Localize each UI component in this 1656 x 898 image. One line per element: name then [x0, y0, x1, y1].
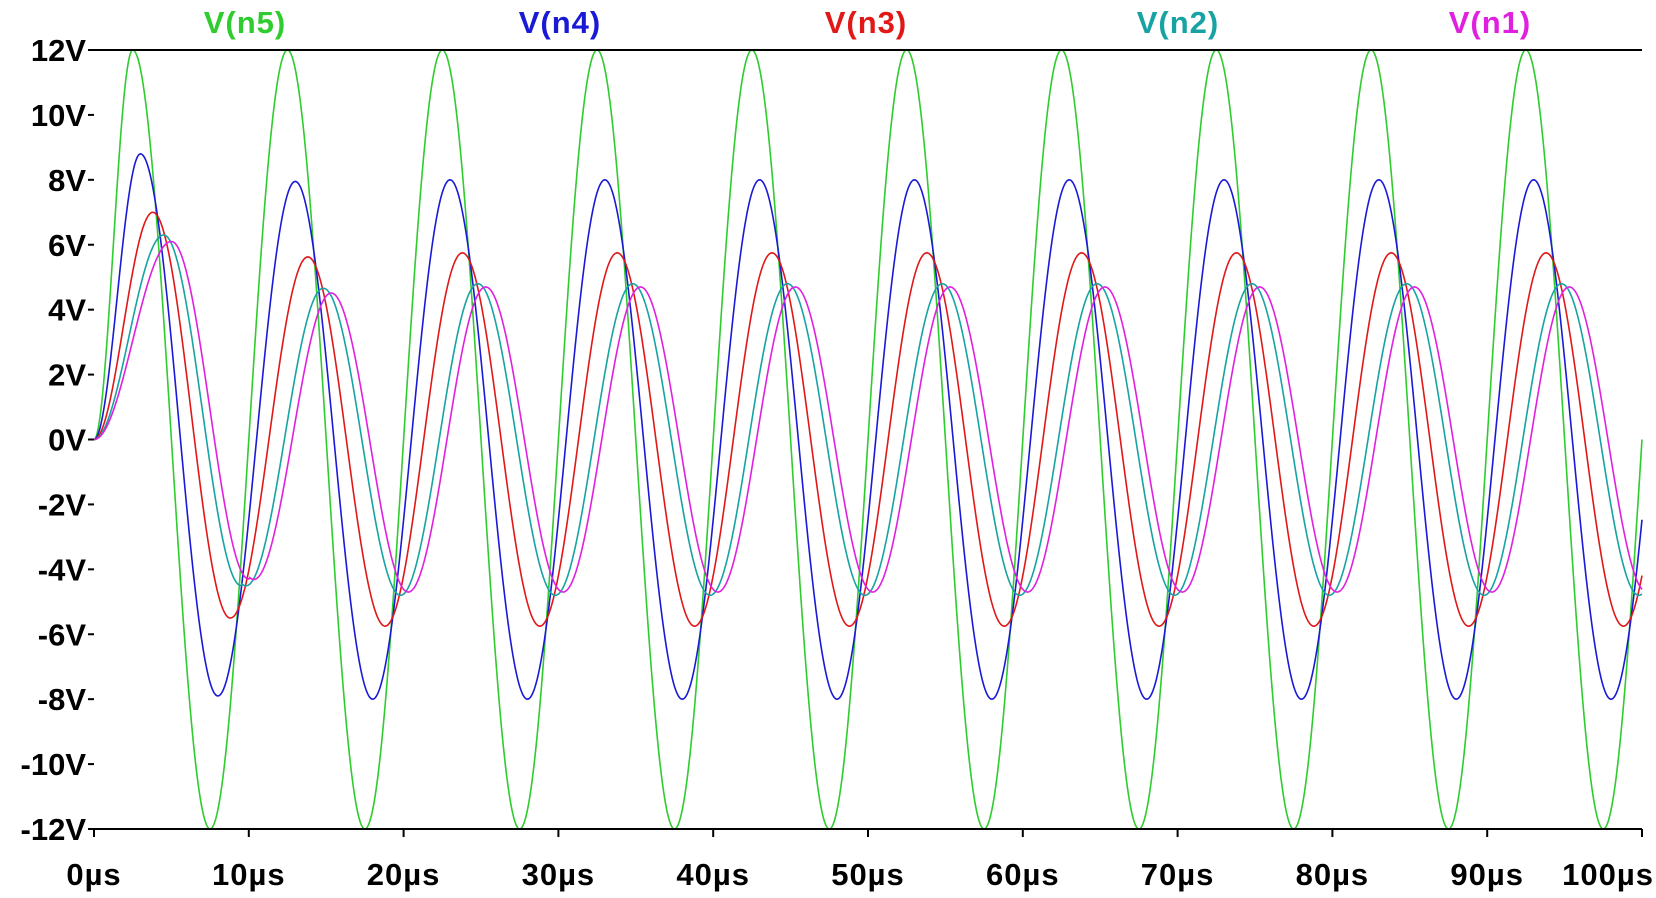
y-tick-label: -12V: [21, 812, 87, 847]
legend-entry: V(n1): [1449, 5, 1532, 40]
trace-vn2: [93, 234, 1643, 597]
y-tick-label: 4V: [48, 293, 86, 328]
y-tick-label: -4V: [38, 552, 87, 587]
y-tick-label: 8V: [48, 163, 86, 198]
x-tick-label: 30µs: [522, 857, 596, 892]
x-tick-label: 70µs: [1141, 857, 1215, 892]
y-tick-label: 12V: [31, 33, 86, 68]
x-tick-label: 60µs: [986, 857, 1060, 892]
y-tick-label: 2V: [48, 358, 86, 393]
trace-vn5: [93, 49, 1643, 830]
y-tick-label: 10V: [31, 98, 86, 133]
plot-traces: [93, 49, 1643, 830]
x-tick-label: 90µs: [1450, 857, 1524, 892]
legend-entry: V(n3): [825, 5, 908, 40]
x-tick-label: 50µs: [831, 857, 905, 892]
x-tick-label: 40µs: [676, 857, 750, 892]
y-tick-label: 6V: [48, 228, 86, 263]
trace-vn3: [93, 211, 1643, 627]
x-tick-label: 0µs: [66, 857, 121, 892]
legend-entry: V(n2): [1137, 5, 1220, 40]
legend-entry: V(n4): [519, 5, 602, 40]
y-tick-label: -8V: [38, 682, 87, 717]
x-axis: 0µs 10µs 20µs 30µs 40µs 50µs 60µs 70µs 80µs 90µs 1…: [66, 829, 1654, 892]
x-tick-label: 10µs: [212, 857, 286, 892]
y-tick-label: -2V: [38, 487, 87, 522]
trace-vn1: [93, 240, 1643, 593]
x-tick-label: 80µs: [1296, 857, 1370, 892]
x-tick-label: 100µs: [1562, 857, 1654, 892]
y-tick-label: 0V: [48, 423, 86, 458]
legend: V(n5) V(n4) V(n3) V(n2) V(n1): [204, 5, 1532, 40]
trace-vn4: [93, 153, 1643, 700]
y-tick-label: -6V: [38, 617, 87, 652]
x-tick-label: 20µs: [367, 857, 441, 892]
y-axis: 12V 10V 8V 6V 4V 2V 0V -2V -4V -6V -8V -10V -12V: [21, 33, 94, 847]
y-tick-label: -10V: [21, 747, 87, 782]
legend-entry: V(n5): [204, 5, 287, 40]
